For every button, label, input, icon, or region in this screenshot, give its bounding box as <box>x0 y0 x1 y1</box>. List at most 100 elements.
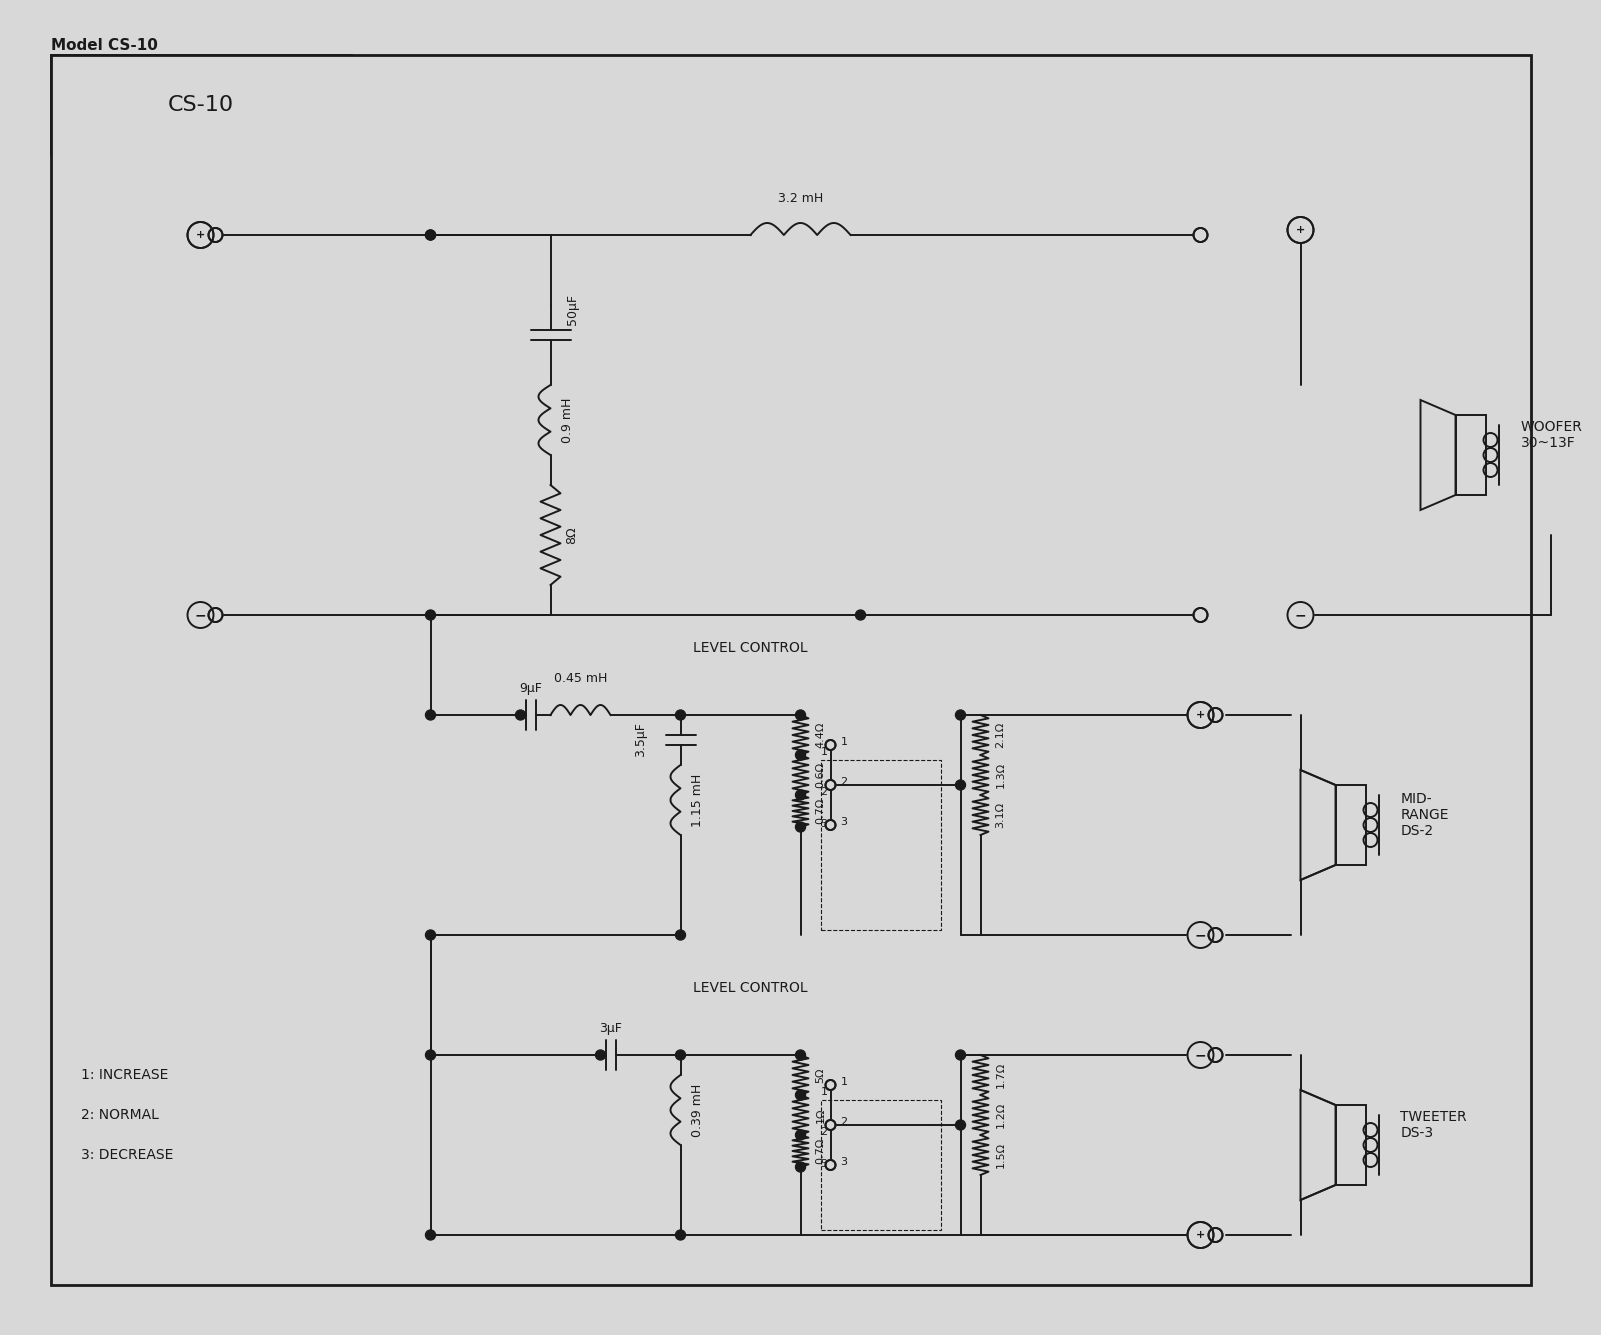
Circle shape <box>796 1161 805 1172</box>
Text: 3: 3 <box>820 1159 828 1169</box>
Circle shape <box>426 610 435 619</box>
Text: TWEETER
DS-3: TWEETER DS-3 <box>1401 1109 1467 1140</box>
Text: 8Ω: 8Ω <box>565 526 578 543</box>
Circle shape <box>826 820 836 830</box>
Text: −: − <box>1194 928 1206 943</box>
Text: 2.1Ω: 2.1Ω <box>996 722 1005 748</box>
Text: Model CS-10: Model CS-10 <box>51 37 157 52</box>
Circle shape <box>826 780 836 790</box>
Polygon shape <box>1300 1089 1335 1200</box>
Circle shape <box>676 710 685 720</box>
Text: 3.5μF: 3.5μF <box>634 722 647 757</box>
Text: 1: 1 <box>841 1077 847 1087</box>
Text: −: − <box>195 607 207 622</box>
Circle shape <box>426 710 435 720</box>
Text: +: + <box>1196 710 1206 720</box>
Text: 0.7Ω: 0.7Ω <box>815 798 826 824</box>
FancyBboxPatch shape <box>1335 785 1366 865</box>
Circle shape <box>1188 1043 1214 1068</box>
Text: 3: DECREASE: 3: DECREASE <box>80 1148 173 1161</box>
Circle shape <box>855 610 866 619</box>
Circle shape <box>1209 1048 1223 1063</box>
Circle shape <box>1209 928 1223 943</box>
FancyBboxPatch shape <box>1335 1105 1366 1185</box>
Text: 2: 2 <box>820 788 828 797</box>
Text: 2: 2 <box>820 1127 828 1137</box>
Text: LEVEL CONTROL: LEVEL CONTROL <box>693 641 809 655</box>
Circle shape <box>826 740 836 750</box>
Circle shape <box>796 1051 805 1060</box>
Circle shape <box>796 1089 805 1100</box>
Text: 1Ω: 1Ω <box>815 1107 826 1123</box>
Circle shape <box>676 1230 685 1240</box>
Text: 2: 2 <box>841 1117 847 1127</box>
Circle shape <box>187 222 213 248</box>
Text: 3.2 mH: 3.2 mH <box>778 192 823 206</box>
Circle shape <box>426 230 435 240</box>
Circle shape <box>426 1051 435 1060</box>
Circle shape <box>1287 218 1313 243</box>
Text: WOOFER
30~13F: WOOFER 30~13F <box>1521 421 1582 450</box>
Text: 1: 1 <box>820 1087 828 1097</box>
Text: +: + <box>1196 1230 1206 1240</box>
Text: 9μF: 9μF <box>519 682 541 696</box>
Text: 0.39 mH: 0.39 mH <box>690 1084 703 1136</box>
Text: 1: 1 <box>820 748 828 757</box>
Circle shape <box>796 1129 805 1140</box>
Text: 1.3Ω: 1.3Ω <box>996 762 1005 788</box>
Circle shape <box>796 822 805 832</box>
Text: 1.7Ω: 1.7Ω <box>996 1061 1005 1088</box>
Text: 1.5Ω: 1.5Ω <box>996 1141 1005 1168</box>
Circle shape <box>826 1120 836 1129</box>
Text: 1.15 mH: 1.15 mH <box>690 773 703 826</box>
Circle shape <box>187 602 213 627</box>
Circle shape <box>1193 607 1207 622</box>
Text: 1.2Ω: 1.2Ω <box>996 1101 1005 1128</box>
Circle shape <box>1193 228 1207 242</box>
Circle shape <box>1209 708 1223 722</box>
Circle shape <box>956 780 965 790</box>
Text: 2: NORMAL: 2: NORMAL <box>80 1108 158 1121</box>
Circle shape <box>826 1160 836 1169</box>
Circle shape <box>516 710 525 720</box>
Text: −: − <box>1295 607 1306 622</box>
Circle shape <box>1188 702 1214 728</box>
Polygon shape <box>1420 400 1455 510</box>
Circle shape <box>956 1120 965 1129</box>
Text: 3: 3 <box>841 1157 847 1167</box>
Circle shape <box>596 1051 605 1060</box>
FancyBboxPatch shape <box>51 55 1531 1286</box>
Text: +: + <box>195 230 205 240</box>
Text: 1: INCREASE: 1: INCREASE <box>80 1068 168 1081</box>
Circle shape <box>676 930 685 940</box>
Text: MID-
RANGE
DS-2: MID- RANGE DS-2 <box>1401 792 1449 838</box>
Circle shape <box>826 1080 836 1089</box>
Text: 0.45 mH: 0.45 mH <box>554 672 607 685</box>
Text: 2: 2 <box>841 777 847 788</box>
FancyBboxPatch shape <box>51 55 351 155</box>
Text: 1: 1 <box>841 737 847 748</box>
Circle shape <box>956 710 965 720</box>
Circle shape <box>796 750 805 760</box>
Circle shape <box>208 607 223 622</box>
Circle shape <box>1188 922 1214 948</box>
Text: 0.6Ω: 0.6Ω <box>815 762 826 788</box>
Text: 3: 3 <box>820 818 828 829</box>
Circle shape <box>1287 602 1313 627</box>
FancyBboxPatch shape <box>1455 415 1486 495</box>
Circle shape <box>796 710 805 720</box>
Circle shape <box>956 1051 965 1060</box>
Circle shape <box>1209 1228 1223 1242</box>
Circle shape <box>426 930 435 940</box>
Text: CS-10: CS-10 <box>168 95 234 115</box>
Text: −: − <box>1194 1048 1206 1063</box>
Circle shape <box>208 228 223 242</box>
Circle shape <box>1188 1222 1214 1248</box>
Circle shape <box>426 1230 435 1240</box>
Text: 3: 3 <box>841 817 847 826</box>
Circle shape <box>796 790 805 800</box>
Circle shape <box>426 230 435 240</box>
Text: 0.9 mH: 0.9 mH <box>560 398 573 443</box>
Text: 3μF: 3μF <box>599 1023 621 1035</box>
Text: 5Ω: 5Ω <box>815 1067 826 1083</box>
